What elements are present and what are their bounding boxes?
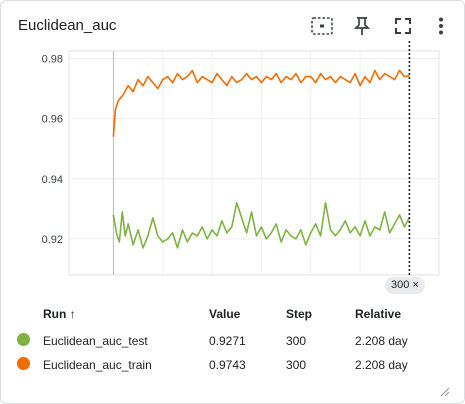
series-line-Euclidean_auc_train[interactable] xyxy=(112,69,410,137)
x-tick-label: 150 xyxy=(252,280,270,281)
y-tick-label: 0.92 xyxy=(42,234,63,246)
x-tick-label: 250 xyxy=(351,280,369,281)
legend-table: Run ↑ Value Step Relative Euclidean_auc_… xyxy=(17,307,445,377)
legend-color-header xyxy=(17,307,43,329)
pin-button[interactable] xyxy=(350,14,374,38)
fullscreen-button[interactable] xyxy=(391,14,415,38)
run-value: 0.9743 xyxy=(209,358,246,372)
y-tick-label: 0.94 xyxy=(42,174,63,186)
relative-column-header[interactable]: Relative xyxy=(355,307,402,321)
y-tick-label: 0.96 xyxy=(42,114,63,126)
run-name: Euclidean_auc_train xyxy=(43,358,152,372)
step-column-header[interactable]: Step xyxy=(286,307,313,321)
legend-row[interactable]: Euclidean_auc_train 0.9743 300 2.208 day xyxy=(17,353,445,377)
pin-icon xyxy=(354,17,370,35)
series-color-dot xyxy=(17,333,30,346)
legend-row[interactable]: Euclidean_auc_test 0.9271 300 2.208 day xyxy=(17,329,445,353)
fit-domain-button[interactable] xyxy=(310,14,334,38)
close-icon[interactable]: × xyxy=(412,279,419,291)
series-line-Euclidean_auc_test[interactable] xyxy=(112,202,411,249)
x-tick-label: 50 xyxy=(157,280,169,281)
run-relative: 2.208 day xyxy=(355,334,408,348)
hover-step-chip[interactable]: 300 × xyxy=(385,277,425,294)
resize-handle-icon[interactable] xyxy=(438,385,450,397)
run-step: 300 xyxy=(286,358,307,372)
y-tick-label: 0.98 xyxy=(42,54,63,66)
value-column-header[interactable]: Value xyxy=(209,307,241,321)
run-step: 300 xyxy=(286,334,307,348)
run-value: 0.9271 xyxy=(209,334,246,348)
line-chart[interactable]: 0.920.940.960.980501001502002503 xyxy=(1,41,464,281)
fit-domain-icon xyxy=(311,17,333,35)
more-options-button[interactable] xyxy=(429,14,453,38)
run-column-header[interactable]: Run ↑ xyxy=(43,307,76,321)
legend-swatch-cell xyxy=(17,329,43,353)
legend-swatch-cell xyxy=(17,353,43,377)
run-name: Euclidean_auc_test xyxy=(43,334,148,348)
hover-step-label: 300 xyxy=(391,279,410,291)
fullscreen-icon xyxy=(395,18,411,34)
series-color-dot xyxy=(17,357,30,370)
x-tick-label: 0 xyxy=(110,280,116,281)
run-relative: 2.208 day xyxy=(355,358,408,372)
card-title: Euclidean_auc xyxy=(18,17,117,34)
more-vert-icon xyxy=(439,17,443,35)
plot-frame xyxy=(68,50,440,276)
x-tick-label: 100 xyxy=(203,280,221,281)
x-tick-label: 200 xyxy=(302,280,320,281)
